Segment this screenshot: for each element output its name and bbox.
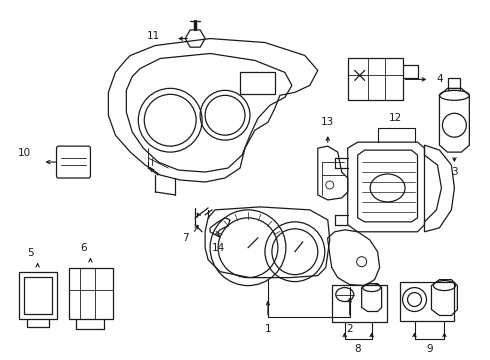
Text: 1: 1: [265, 324, 271, 334]
Text: 3: 3: [451, 167, 458, 177]
Text: 10: 10: [18, 148, 30, 158]
Text: 2: 2: [346, 324, 353, 334]
Text: 11: 11: [147, 31, 160, 41]
Text: 9: 9: [426, 345, 433, 354]
Text: 4: 4: [437, 75, 443, 84]
Text: 12: 12: [389, 113, 402, 123]
Text: 14: 14: [212, 243, 225, 253]
Text: 6: 6: [80, 243, 87, 253]
Text: 7: 7: [182, 233, 189, 243]
Text: 8: 8: [354, 345, 361, 354]
Text: 5: 5: [27, 248, 34, 258]
Text: 13: 13: [321, 117, 334, 127]
